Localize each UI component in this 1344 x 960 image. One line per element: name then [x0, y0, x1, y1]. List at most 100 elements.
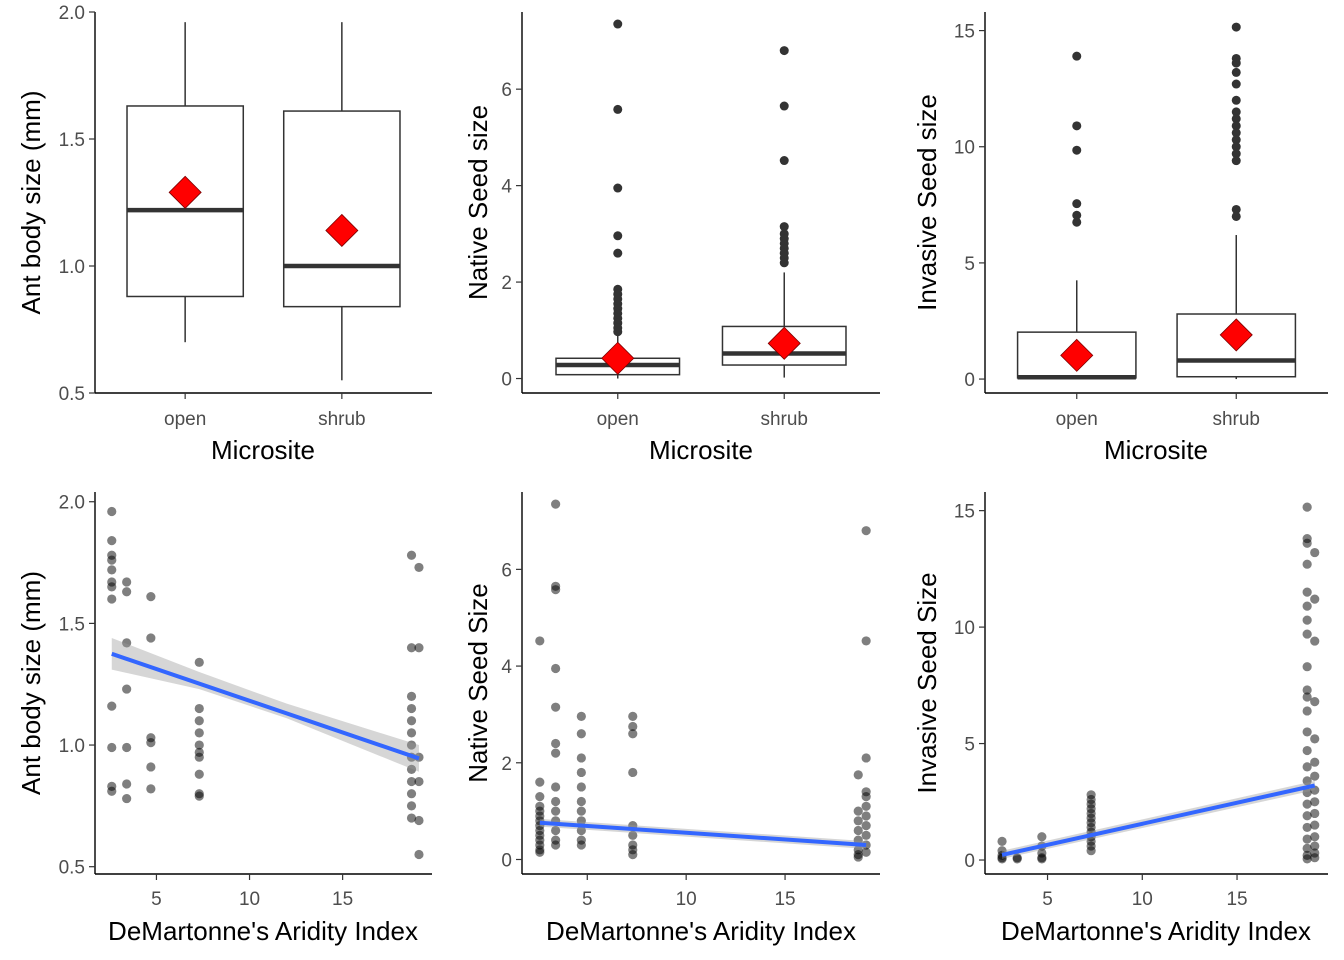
y-tick-label: 6	[501, 560, 512, 581]
data-point	[628, 711, 638, 721]
x-axis-title: DeMartonne's Aridity Index	[546, 916, 856, 946]
y-tick-label: 0	[964, 370, 975, 391]
x-tick-label: 10	[1132, 889, 1153, 910]
data-point	[146, 738, 156, 748]
y-tick-label: 2.0	[59, 493, 85, 514]
outlier-point	[1072, 51, 1082, 61]
outlier-point	[1231, 95, 1241, 105]
outlier-point	[1072, 217, 1082, 227]
data-point	[861, 830, 871, 840]
data-point	[414, 849, 424, 860]
y-tick-label: 15	[954, 502, 975, 523]
data-point	[1310, 697, 1320, 707]
data-point	[194, 791, 204, 801]
y-axis-title: Native Seed Size	[463, 583, 493, 782]
y-tick-label: 5	[964, 735, 975, 756]
regression-line	[111, 651, 420, 761]
outlier-point	[779, 46, 789, 56]
data-point	[576, 767, 586, 778]
data-point	[107, 701, 117, 711]
data-point	[853, 816, 863, 826]
data-point	[551, 702, 561, 712]
chart-panel-1: 0.5 1.0 1.5 2.0 Ant body size (mm) Micrositeo…	[16, 3, 432, 465]
data-point	[1310, 841, 1320, 851]
y-tick-label: 4	[501, 657, 512, 678]
data-point	[576, 840, 586, 850]
y-tick-label: 0.5	[59, 384, 85, 405]
data-point	[997, 854, 1007, 864]
outlier-point	[1072, 210, 1082, 220]
data-point	[406, 728, 417, 738]
data-point	[1310, 636, 1320, 646]
data-point	[861, 847, 871, 857]
data-point	[107, 565, 117, 575]
outlier-point	[1072, 199, 1082, 209]
data-point	[194, 769, 204, 779]
x-tick-label: 15	[1226, 889, 1247, 910]
chart-panel-6: 0 5 10 15 Invasive Seed Size DeMartonne's Ari…	[912, 492, 1328, 946]
data-point	[146, 784, 156, 794]
outlier-point	[1231, 142, 1241, 152]
data-point	[1310, 853, 1320, 863]
data-point	[406, 813, 417, 823]
data-point	[1302, 502, 1312, 512]
data-point	[406, 801, 417, 811]
data-point	[194, 728, 204, 738]
data-point	[107, 786, 117, 796]
x-axis-title: DeMartonne's Aridity Index	[108, 916, 418, 946]
data-point	[853, 852, 863, 862]
data-point	[107, 536, 117, 546]
data-point	[194, 740, 204, 750]
outlier-point	[1231, 156, 1241, 166]
data-point	[1037, 832, 1047, 842]
data-point	[535, 847, 545, 857]
y-tick-label: 10	[954, 618, 975, 639]
outlier-point	[1231, 79, 1241, 89]
data-point	[551, 782, 561, 792]
y-axis-title: Invasive Seed size	[912, 94, 942, 311]
data-point	[1302, 559, 1312, 569]
data-point	[576, 806, 586, 816]
data-point	[861, 821, 871, 831]
data-point	[551, 499, 561, 509]
data-point	[576, 825, 586, 836]
x-axis-title: Microsite	[211, 435, 315, 465]
chart-panel-3: 0 5 10 15 Invasive Seed size Microsite open shr…	[912, 12, 1328, 465]
data-point	[535, 792, 545, 802]
data-point	[1310, 820, 1320, 830]
data-point	[122, 587, 132, 597]
data-point	[107, 582, 117, 592]
outlier-point	[613, 19, 623, 29]
data-point	[551, 796, 561, 807]
data-point	[1302, 787, 1312, 798]
y-tick-label: 2.0	[59, 3, 85, 24]
data-point	[1302, 587, 1312, 597]
data-point	[1302, 685, 1312, 695]
data-point	[1310, 771, 1320, 781]
data-point	[576, 729, 586, 739]
outlier-point	[1231, 121, 1241, 131]
x-tick-label: open	[1056, 409, 1098, 430]
data-point	[146, 762, 156, 772]
data-point	[551, 663, 561, 674]
outlier-point	[779, 258, 789, 268]
outlier-point	[1072, 145, 1082, 155]
data-point	[1310, 808, 1320, 819]
y-tick-label: 2	[501, 754, 512, 775]
data-point	[997, 836, 1007, 846]
data-point	[414, 815, 424, 826]
y-axis-title: Native Seed size	[463, 105, 493, 300]
data-point	[1302, 834, 1312, 844]
outlier-point	[1231, 211, 1241, 221]
data-point	[1302, 822, 1312, 833]
data-point	[576, 753, 586, 763]
data-point	[551, 748, 561, 758]
data-point	[1302, 776, 1312, 786]
data-point	[122, 793, 132, 804]
data-point	[1302, 727, 1312, 737]
data-point	[1310, 594, 1320, 604]
data-point	[406, 789, 417, 799]
data-point	[406, 716, 417, 726]
data-point	[1310, 832, 1320, 842]
data-point	[1310, 547, 1320, 558]
